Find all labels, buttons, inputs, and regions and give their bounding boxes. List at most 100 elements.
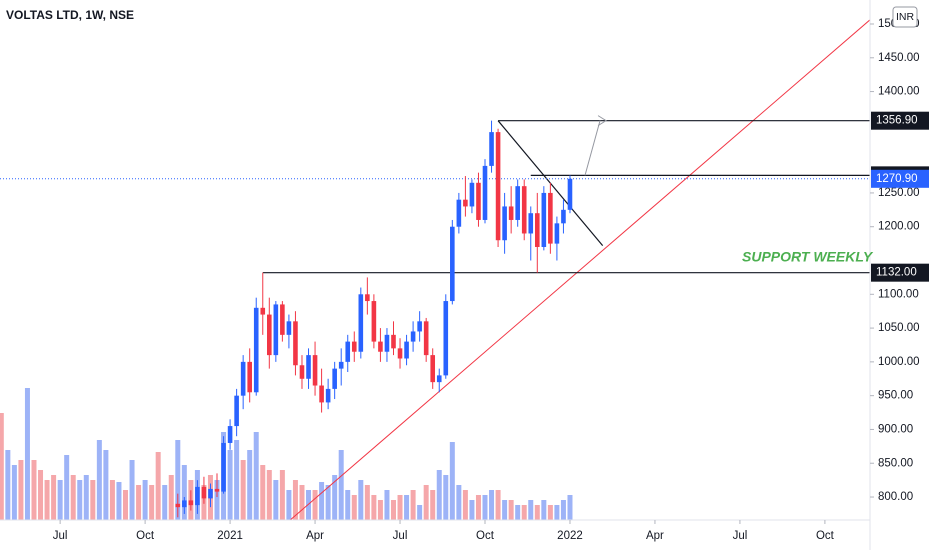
candle-body	[541, 192, 547, 247]
volume-bar	[11, 465, 17, 520]
volume-bar	[397, 495, 403, 520]
x-tick-label: Oct	[476, 530, 495, 542]
x-tick-label: Jul	[733, 530, 748, 542]
volume-bar	[51, 475, 57, 520]
volume-bar	[521, 505, 527, 520]
candle-body	[423, 321, 429, 356]
volume-bar	[377, 500, 383, 520]
volume-bar	[149, 485, 155, 520]
volume-bar	[136, 485, 142, 520]
x-tick-label: Apr	[646, 530, 664, 542]
volume-bar	[240, 460, 246, 520]
volume-bar	[116, 482, 122, 520]
volume-bar	[162, 485, 168, 520]
candle-body	[260, 307, 266, 315]
plot-area	[0, 19, 870, 520]
candle-body	[515, 186, 520, 220]
candle-body	[528, 213, 534, 234]
volume-bar	[508, 500, 514, 520]
x-tick-label: 2022	[557, 530, 583, 542]
x-tick-label: Apr	[306, 530, 324, 542]
volume-bar	[90, 480, 96, 520]
candle-body	[299, 365, 305, 379]
volume-bar	[168, 475, 174, 520]
volume-bar	[83, 475, 89, 520]
volume-bar	[57, 480, 63, 520]
volume-bar	[299, 485, 305, 520]
candle-body	[325, 388, 331, 403]
candle-body	[371, 301, 377, 342]
y-tick-label: 800.00	[878, 491, 913, 503]
volume-bar	[495, 490, 501, 520]
volume-bar	[273, 480, 279, 520]
candle-body	[253, 307, 259, 393]
candle-body	[482, 165, 488, 220]
volume-bar	[24, 388, 30, 520]
candle-body	[534, 213, 540, 247]
volume-bar	[345, 490, 351, 520]
y-tick-label: 1050.00	[878, 322, 920, 334]
candle-body	[502, 206, 507, 241]
volume-bar	[214, 480, 220, 520]
volume-bar	[410, 490, 416, 520]
candle-body	[378, 341, 383, 352]
candle-body	[476, 182, 481, 220]
currency-label: INR	[896, 11, 915, 23]
candle-body	[293, 321, 298, 366]
volume-bar	[469, 500, 475, 520]
volume-bar	[109, 480, 115, 520]
candle-body	[338, 361, 344, 369]
candle-body	[436, 375, 442, 383]
candle-body	[463, 199, 468, 207]
volume-bar	[475, 495, 481, 520]
volume-bar	[364, 485, 370, 520]
level-price-label: 1356.90	[876, 115, 918, 127]
volume-bar	[423, 485, 429, 520]
volume-bar	[142, 480, 148, 520]
volume-bar	[489, 490, 495, 520]
candle-body	[312, 355, 318, 386]
x-tick-label: Oct	[816, 530, 835, 542]
level-price-box	[871, 111, 929, 130]
y-tick-label: 900.00	[878, 423, 913, 435]
candle-body	[489, 132, 494, 166]
candle-body	[384, 334, 390, 352]
y-tick-label: 850.00	[878, 457, 913, 469]
volume-bar	[247, 450, 253, 520]
candle-body	[201, 486, 207, 499]
volume-bar	[306, 490, 312, 520]
volume-bar	[554, 505, 560, 520]
volume-bar	[70, 475, 76, 520]
volume-bar	[371, 495, 377, 520]
volume-bar	[417, 505, 423, 520]
arrow-head	[597, 115, 607, 127]
candle-body	[306, 355, 311, 379]
y-tick-label: 1400.00	[878, 86, 920, 98]
candle-body	[280, 304, 285, 335]
volume-bar	[351, 495, 357, 520]
axes: 800.00 850.00 900.00 950.00 1000.00 1050.00 11…	[53, 18, 929, 542]
volume-bar	[64, 455, 70, 520]
volume-bar	[528, 500, 534, 520]
candle-body	[561, 209, 566, 224]
y-tick-label: 1450.00	[878, 52, 920, 64]
candle-body	[450, 226, 455, 302]
volume-bar	[443, 475, 449, 520]
volume-bar	[430, 490, 436, 520]
volume-bar	[312, 490, 318, 520]
volume-bar	[515, 505, 521, 520]
volume-bar	[390, 500, 396, 520]
candle-body	[273, 304, 279, 356]
volume-bar	[325, 485, 331, 520]
currency-badge[interactable]	[892, 6, 918, 28]
candle-body	[214, 488, 220, 492]
x-tick-label: Jul	[393, 530, 408, 542]
candle-body	[495, 132, 501, 241]
volume-bar	[227, 450, 233, 520]
volume-bar	[547, 505, 553, 520]
candle-body	[391, 334, 396, 349]
volume-bar	[38, 470, 44, 520]
candle-body	[417, 321, 422, 332]
last-price-box	[871, 169, 929, 188]
